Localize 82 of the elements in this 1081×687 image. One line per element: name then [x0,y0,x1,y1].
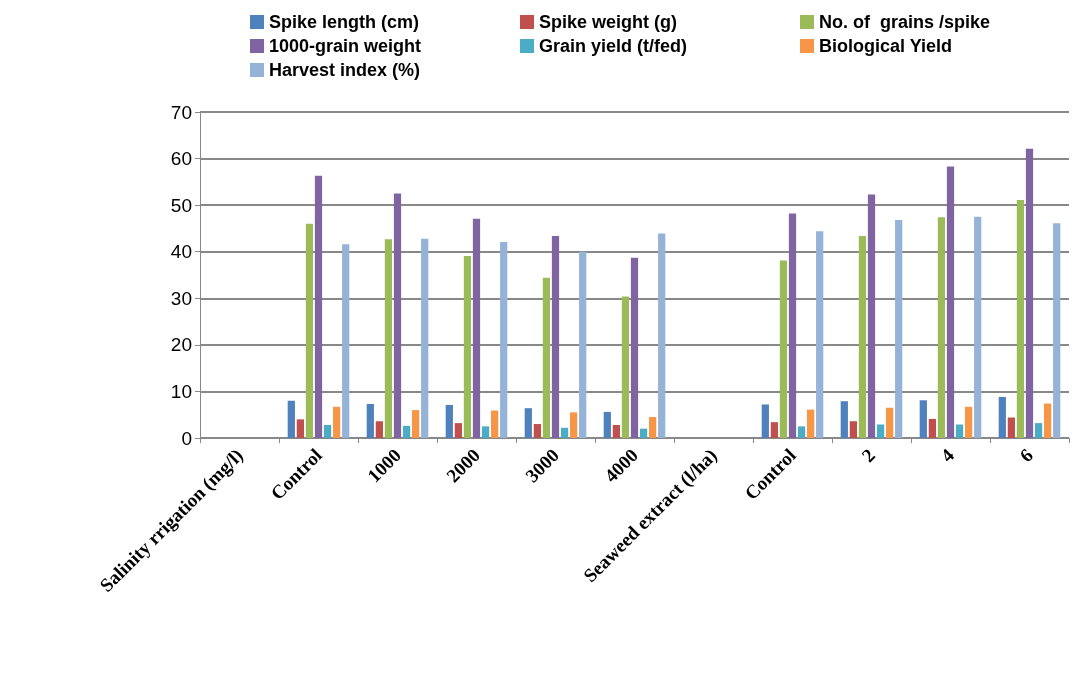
legend-label: No. of grains /spike [819,12,991,32]
bar [491,410,499,438]
x-tick-label: 6 [1015,444,1037,467]
bar [454,423,462,438]
bar [867,194,876,438]
bar [876,424,885,438]
bar [849,421,857,438]
bar [1044,403,1052,438]
bar [375,421,383,438]
bar [314,175,323,438]
bar [1034,423,1043,438]
bar [412,410,420,438]
bar [542,277,551,438]
bar [393,193,402,438]
bar [965,406,973,438]
bar [840,401,848,438]
bar [779,260,788,438]
legend-label: Harvest index (%) [269,60,421,80]
bar [551,235,560,438]
bar [579,251,587,438]
legend-label: 1000-grain weight [269,36,422,56]
bar [797,426,806,438]
bar [895,220,903,438]
y-tick-label: 40 [170,241,192,263]
bar [928,418,936,438]
bar [384,239,393,438]
y-tick-label: 50 [170,194,192,216]
bar [1053,223,1061,438]
bar [570,412,578,438]
bar [1007,417,1015,438]
bar [342,244,350,438]
bar [603,411,611,438]
legend-label: Spike weight (g) [539,12,678,32]
bar [296,419,304,438]
bar [621,296,630,438]
bar [612,424,620,438]
bar [858,235,867,438]
bar [533,424,541,438]
y-tick-label: 10 [170,380,192,402]
bar [816,231,824,438]
bar [886,407,894,438]
legend-label: Spike length (cm) [269,12,420,32]
bar [639,428,648,438]
bar [658,233,666,438]
bar [472,218,481,438]
x-tick-label: 4000 [600,444,642,487]
y-tick-label: 70 [170,101,192,123]
x-tick-label: 4 [936,444,959,467]
bar [402,425,411,438]
bar [305,223,314,438]
bar [366,404,374,438]
bar [500,241,508,438]
bar [946,166,955,438]
legend-label: Biological Yield [819,36,953,56]
y-tick-label: 60 [170,148,192,170]
bar [630,257,639,438]
bar [333,406,341,438]
bar [287,400,295,438]
x-tick-label: 2 [857,444,879,467]
bar [524,408,532,438]
bar [1025,148,1034,438]
bar [560,427,569,438]
bar [421,238,429,438]
y-tick-label: 20 [170,334,192,356]
bar [649,417,657,438]
y-tick-label: 0 [181,427,192,449]
bar [788,213,797,438]
bar [1016,200,1025,438]
bar [974,216,982,438]
bar [761,404,769,438]
bar [323,424,332,438]
bar [463,255,472,438]
bar [445,404,453,438]
bar [481,426,490,438]
bar [955,424,964,438]
y-tick-label: 30 [170,287,192,309]
bar [937,217,946,438]
legend-label: Grain yield (t/fed) [539,36,688,56]
bar [919,400,927,438]
bar [770,422,778,438]
bar [807,409,815,438]
bar [998,397,1006,438]
